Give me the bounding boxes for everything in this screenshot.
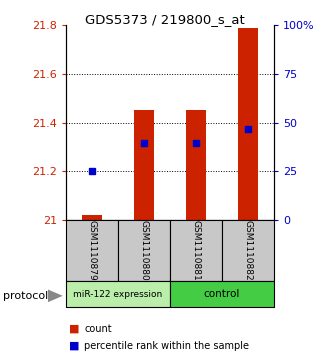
Bar xyxy=(66,220,118,281)
Text: miR-122 expression: miR-122 expression xyxy=(73,290,163,298)
Polygon shape xyxy=(48,289,63,302)
Bar xyxy=(185,110,206,220)
Bar xyxy=(82,215,102,220)
Text: GSM1110880: GSM1110880 xyxy=(140,220,148,281)
Bar xyxy=(118,220,170,281)
Bar xyxy=(222,220,274,281)
Text: GSM1110882: GSM1110882 xyxy=(244,220,252,281)
Text: protocol: protocol xyxy=(3,291,49,301)
Bar xyxy=(238,28,258,220)
Text: percentile rank within the sample: percentile rank within the sample xyxy=(84,340,249,351)
Bar xyxy=(170,281,274,307)
Bar xyxy=(170,220,222,281)
Text: ■: ■ xyxy=(69,340,80,351)
Text: control: control xyxy=(204,289,240,299)
Text: count: count xyxy=(84,323,112,334)
Text: GSM1110879: GSM1110879 xyxy=(87,220,96,281)
Text: ■: ■ xyxy=(69,323,80,334)
Bar xyxy=(66,281,170,307)
Bar xyxy=(134,110,154,220)
Text: GSM1110881: GSM1110881 xyxy=(191,220,200,281)
Text: GDS5373 / 219800_s_at: GDS5373 / 219800_s_at xyxy=(85,13,245,26)
